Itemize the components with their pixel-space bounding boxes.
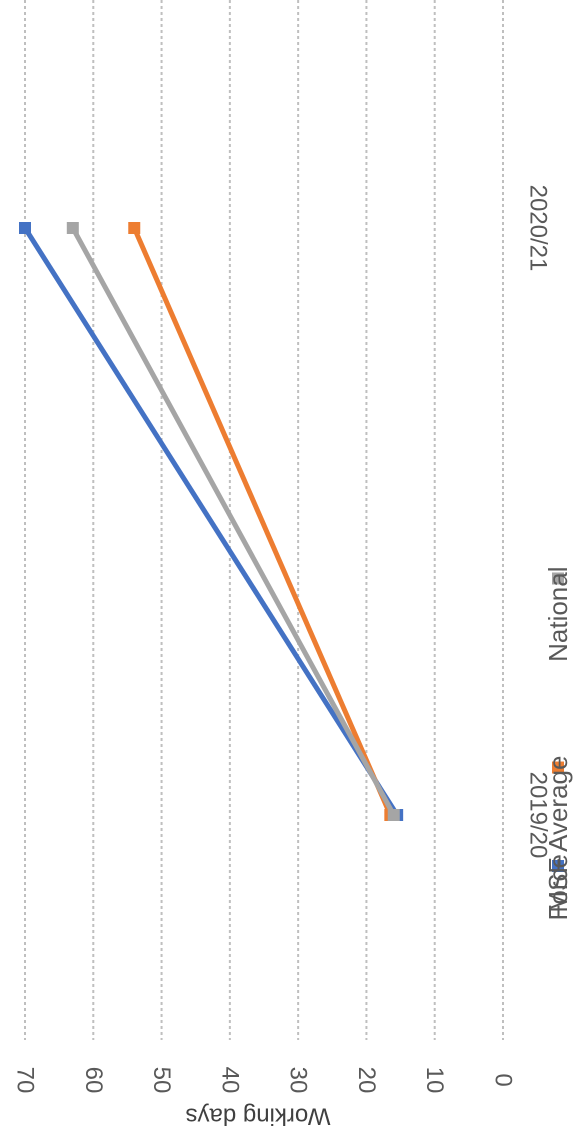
y-axis-title: Working days xyxy=(186,1103,331,1130)
data-point xyxy=(128,222,141,234)
legend-item: MSF Average xyxy=(543,756,573,913)
legend-swatch xyxy=(552,860,564,872)
y-tick-label: 70 xyxy=(12,1067,39,1094)
data-point xyxy=(19,222,31,234)
series-line xyxy=(70,226,396,817)
x-tick-label: 2020/21 xyxy=(525,185,552,272)
series-lines xyxy=(19,222,404,821)
y-tick-label: 20 xyxy=(353,1067,380,1094)
series-msf-average xyxy=(128,222,397,821)
y-axis-ticks: 0 10 20 30 40 50 60 70 xyxy=(12,1067,517,1094)
legend-label: Force xyxy=(543,854,573,920)
y-tick-label: 50 xyxy=(148,1067,175,1094)
y-tick-label: 60 xyxy=(80,1067,107,1094)
legend-item: Force xyxy=(543,854,573,920)
y-tick-label: 40 xyxy=(216,1067,243,1094)
x-axis-ticks: 2019/20 2020/21 xyxy=(525,185,552,859)
data-point xyxy=(66,222,79,234)
y-tick-label: 30 xyxy=(285,1067,312,1094)
plot-area: 0 10 20 30 40 50 60 70 2019/20 2020/21 xyxy=(12,0,552,1093)
x-tick-label: 2019/20 xyxy=(525,772,552,859)
data-point xyxy=(387,809,400,821)
series-line xyxy=(131,227,393,816)
gridlines xyxy=(24,0,504,1040)
y-tick-label: 0 xyxy=(490,1073,517,1086)
series-national xyxy=(66,222,400,821)
legend-swatch xyxy=(552,572,564,585)
legend-swatch xyxy=(552,761,564,774)
legend-label: MSF Average xyxy=(543,756,573,913)
series-line xyxy=(22,226,400,817)
legend-item: National xyxy=(543,566,573,661)
y-tick-label: 10 xyxy=(421,1067,448,1094)
legend-label: National xyxy=(543,566,573,661)
